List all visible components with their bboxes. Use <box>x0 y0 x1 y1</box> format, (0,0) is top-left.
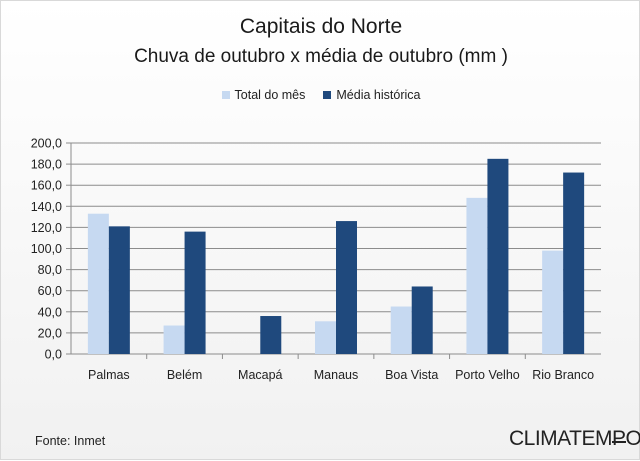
legend-item-media: Média histórica <box>323 88 420 102</box>
legend: Total do mês Média histórica <box>1 88 640 102</box>
legend-label-total: Total do mês <box>234 88 306 102</box>
bar-media <box>184 231 206 354</box>
legend-swatch-total <box>221 91 230 99</box>
y-tick-label: 20,0 <box>38 326 62 340</box>
y-tick-label: 140,0 <box>31 200 62 214</box>
bar-media <box>260 316 282 354</box>
bar-media <box>108 226 130 354</box>
bar-total <box>87 213 109 354</box>
y-tick-label: 100,0 <box>31 242 62 256</box>
bar-total <box>315 321 336 354</box>
y-tick-label: 180,0 <box>31 158 62 172</box>
x-tick-label: Porto Velho <box>455 368 520 382</box>
legend-item-total: Total do mês <box>221 88 306 102</box>
x-tick-label: Boa Vista <box>385 368 438 382</box>
chart-title: Capitais do Norte <box>239 15 403 38</box>
bar-media <box>336 221 357 354</box>
bar-total <box>466 197 488 354</box>
brand-logo-mark <box>612 441 626 443</box>
bar-media <box>487 158 509 354</box>
bar-media <box>411 286 433 354</box>
x-tick-label: Manaus <box>314 368 358 382</box>
y-tick-label: 160,0 <box>31 179 62 193</box>
bar-media <box>563 172 585 354</box>
y-tick-label: 40,0 <box>38 305 62 319</box>
y-tick-label: 120,0 <box>31 221 62 235</box>
y-tick-label: 80,0 <box>38 263 62 277</box>
source-note: Fonte: Inmet <box>35 434 106 448</box>
bar-total <box>390 306 412 354</box>
chart-subtitle: Chuva de outubro x média de outubro (mm … <box>134 46 508 67</box>
legend-label-media: Média histórica <box>336 88 421 102</box>
legend-swatch-media <box>323 91 332 99</box>
brand-logo: CLIMATEMPO <box>509 427 640 450</box>
x-tick-label: Palmas <box>88 368 130 382</box>
bar-total <box>163 325 185 354</box>
x-tick-label: Rio Branco <box>532 368 594 382</box>
y-tick-label: 60,0 <box>38 284 62 298</box>
bar-total <box>542 250 564 354</box>
y-tick-label: 200,0 <box>31 137 62 151</box>
x-tick-label: Macapá <box>238 368 283 382</box>
y-tick-label: 0,0 <box>45 348 62 362</box>
x-tick-label: Belém <box>167 368 202 382</box>
